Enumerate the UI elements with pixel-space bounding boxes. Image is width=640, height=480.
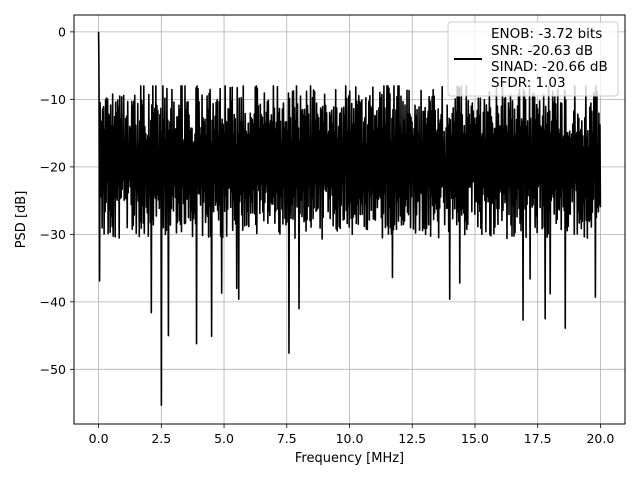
x-tick-label: 0.0 — [89, 431, 109, 446]
legend: ENOB: -3.72 bits SNR: -20.63 dB SINAD: -… — [447, 21, 619, 97]
x-tick-label: 15.0 — [461, 431, 489, 446]
x-tick-label: 5.0 — [214, 431, 234, 446]
y-tick-label: 0 — [58, 24, 66, 39]
psd-series-line — [97, 31, 602, 406]
series-group — [97, 31, 602, 406]
x-tick-label: 20.0 — [586, 431, 614, 446]
x-tick-label: 2.5 — [151, 431, 171, 446]
legend-snr: SNR: -20.63 dB — [491, 43, 593, 59]
legend-sfdr: SFDR: 1.03 — [491, 75, 566, 91]
legend-enob: ENOB: -3.72 bits — [491, 26, 602, 42]
x-tick-label: 17.5 — [524, 431, 552, 446]
x-axis-label: Frequency [MHz] — [295, 451, 404, 466]
x-tick-label: 12.5 — [398, 431, 426, 446]
x-tick-label: 10.0 — [336, 431, 364, 446]
y-axis-label: PSD [dB] — [14, 191, 29, 249]
ticks: 0.0 2.5 5.0 7.5 10.0 12.5 15.0 17.5 20.0 0 −10 −20 −… — [40, 24, 615, 446]
legend-sinad: SINAD: -20.66 dB — [491, 59, 608, 75]
y-tick-label: −10 — [40, 92, 66, 107]
x-tick-label: 7.5 — [277, 431, 297, 446]
y-tick-label: −50 — [40, 362, 66, 377]
y-tick-label: −40 — [40, 294, 66, 309]
legend-box — [447, 21, 619, 97]
y-tick-label: −20 — [40, 159, 66, 174]
y-tick-label: −30 — [40, 227, 66, 242]
